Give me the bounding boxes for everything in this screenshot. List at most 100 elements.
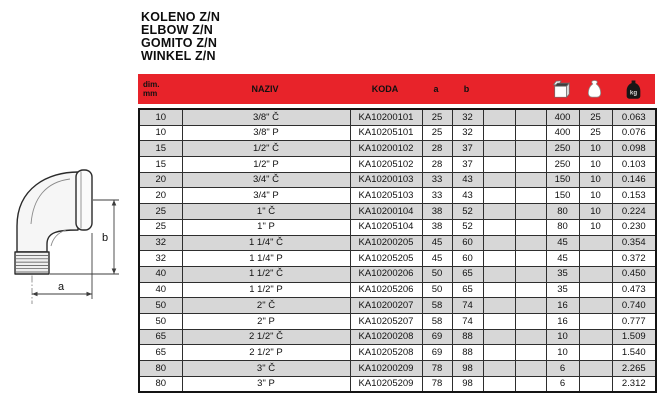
cell-b: 88 [451,328,484,346]
cell-e2 [514,140,547,158]
cell-a: 69 [421,328,453,346]
cell-kg: 0.098 [611,140,657,158]
header-box-qty [545,79,578,99]
cell-koda: KA10205208 [349,344,423,361]
cell-e1 [482,360,516,377]
cell-a: 50 [421,281,453,299]
cell-e2 [514,171,547,189]
table-header: dim. mm NAZIV KODA a b [138,74,655,104]
cell-a: 33 [421,171,453,189]
elbow-socket-flange [75,169,93,231]
cell-dim: 40 [138,265,183,283]
cell-naziv: 1 1/4" Č [181,234,351,252]
cell-e1 [482,328,516,346]
cell-e1 [482,265,516,283]
cell-dim: 40 [138,281,183,299]
cell-b: 65 [451,265,484,283]
cell-kg: 1.540 [611,344,657,361]
cell-koda: KA10205104 [349,218,423,236]
cell-b: 37 [451,156,484,173]
table-row: 40 1 1/2" Č KA10200206 50 65 35 0.450 [138,265,657,283]
cell-e2 [514,375,547,393]
cell-dim: 20 [138,171,183,189]
cell-box: 150 [545,187,580,205]
cell-a: 69 [421,344,453,361]
cell-b: 32 [451,108,484,126]
table-row: 25 1" Č KA10200104 38 52 80 10 0.224 [138,203,657,220]
cell-bag: 10 [578,171,613,189]
cell-a: 45 [421,250,453,267]
cell-b: 60 [451,250,484,267]
cell-e1 [482,250,516,267]
cell-b: 98 [451,360,484,377]
cell-naziv: 1 1/2" Č [181,265,351,283]
cell-naziv: 3/8" P [181,124,351,142]
cell-b: 88 [451,344,484,361]
cell-a: 38 [421,203,453,220]
cell-e1 [482,203,516,220]
cell-a: 78 [421,375,453,393]
table-row: 20 3/4" P KA10205103 33 43 150 10 0.153 [138,187,657,205]
cell-a: 28 [421,140,453,158]
cell-box: 45 [545,234,580,252]
cell-dim: 10 [138,108,183,126]
cell-bag [578,281,613,299]
cell-box: 16 [545,297,580,314]
cell-kg: 0.230 [611,218,657,236]
cell-naziv: 2 1/2" Č [181,328,351,346]
title-line-de: WINKEL Z/N [141,49,216,63]
cell-koda: KA10205102 [349,156,423,173]
cell-naziv: 3/4" Č [181,171,351,189]
cell-bag: 10 [578,156,613,173]
cell-koda: KA10200207 [349,297,423,314]
cell-naziv: 2 1/2" P [181,344,351,361]
cell-dim: 65 [138,328,183,346]
cell-koda: KA10205206 [349,281,423,299]
cell-bag [578,234,613,252]
header-dim: dim. mm [143,79,160,99]
cell-naziv: 3" Č [181,360,351,377]
cell-koda: KA10205103 [349,187,423,205]
cell-bag: 25 [578,124,613,142]
cell-naziv: 1" P [181,218,351,236]
cell-b: 74 [451,297,484,314]
header-weight: kg [611,79,655,100]
cell-box: 45 [545,250,580,267]
header-bag-qty [578,79,611,100]
cell-e2 [514,265,547,283]
cell-box: 6 [545,360,580,377]
header-naziv: NAZIV [251,84,279,94]
elbow-threads [14,251,50,275]
cell-e1 [482,344,516,361]
cell-kg: 0.103 [611,156,657,173]
bag-icon [587,79,602,97]
cell-kg: 0.224 [611,203,657,220]
cell-b: 43 [451,171,484,189]
elbow-bore-line [30,178,71,225]
cell-b: 74 [451,312,484,330]
kg-icon-label: kg [629,89,636,96]
cell-kg: 0.473 [611,281,657,299]
cell-e1 [482,171,516,189]
cell-dim: 20 [138,187,183,205]
cell-dim: 80 [138,375,183,393]
title-line-it: GOMITO Z/N [141,36,218,50]
cell-dim: 25 [138,218,183,236]
table-row: 32 1 1/4" Č KA10200205 45 60 45 0.354 [138,234,657,252]
cell-koda: KA10200101 [349,108,423,126]
cell-dim: 10 [138,124,183,142]
header-b: b [463,84,470,94]
cell-naziv: 1 1/4" P [181,250,351,267]
cell-a: 25 [421,124,453,142]
cell-bag [578,360,613,377]
dim-a-label: a [58,281,65,293]
cell-e2 [514,360,547,377]
cell-koda: KA10200102 [349,140,423,158]
cell-bag: 10 [578,140,613,158]
title-line-sl: KOLENO Z/N [141,10,221,24]
elbow-technical-drawing: b a [14,169,119,304]
product-title: KOLENO Z/N ELBOW Z/N GOMITO Z/N WINKEL Z… [141,11,220,63]
cell-e1 [482,156,516,173]
cell-kg: 0.450 [611,265,657,283]
table-row: 10 3/8" P KA10205101 25 32 400 25 0.076 [138,124,657,142]
